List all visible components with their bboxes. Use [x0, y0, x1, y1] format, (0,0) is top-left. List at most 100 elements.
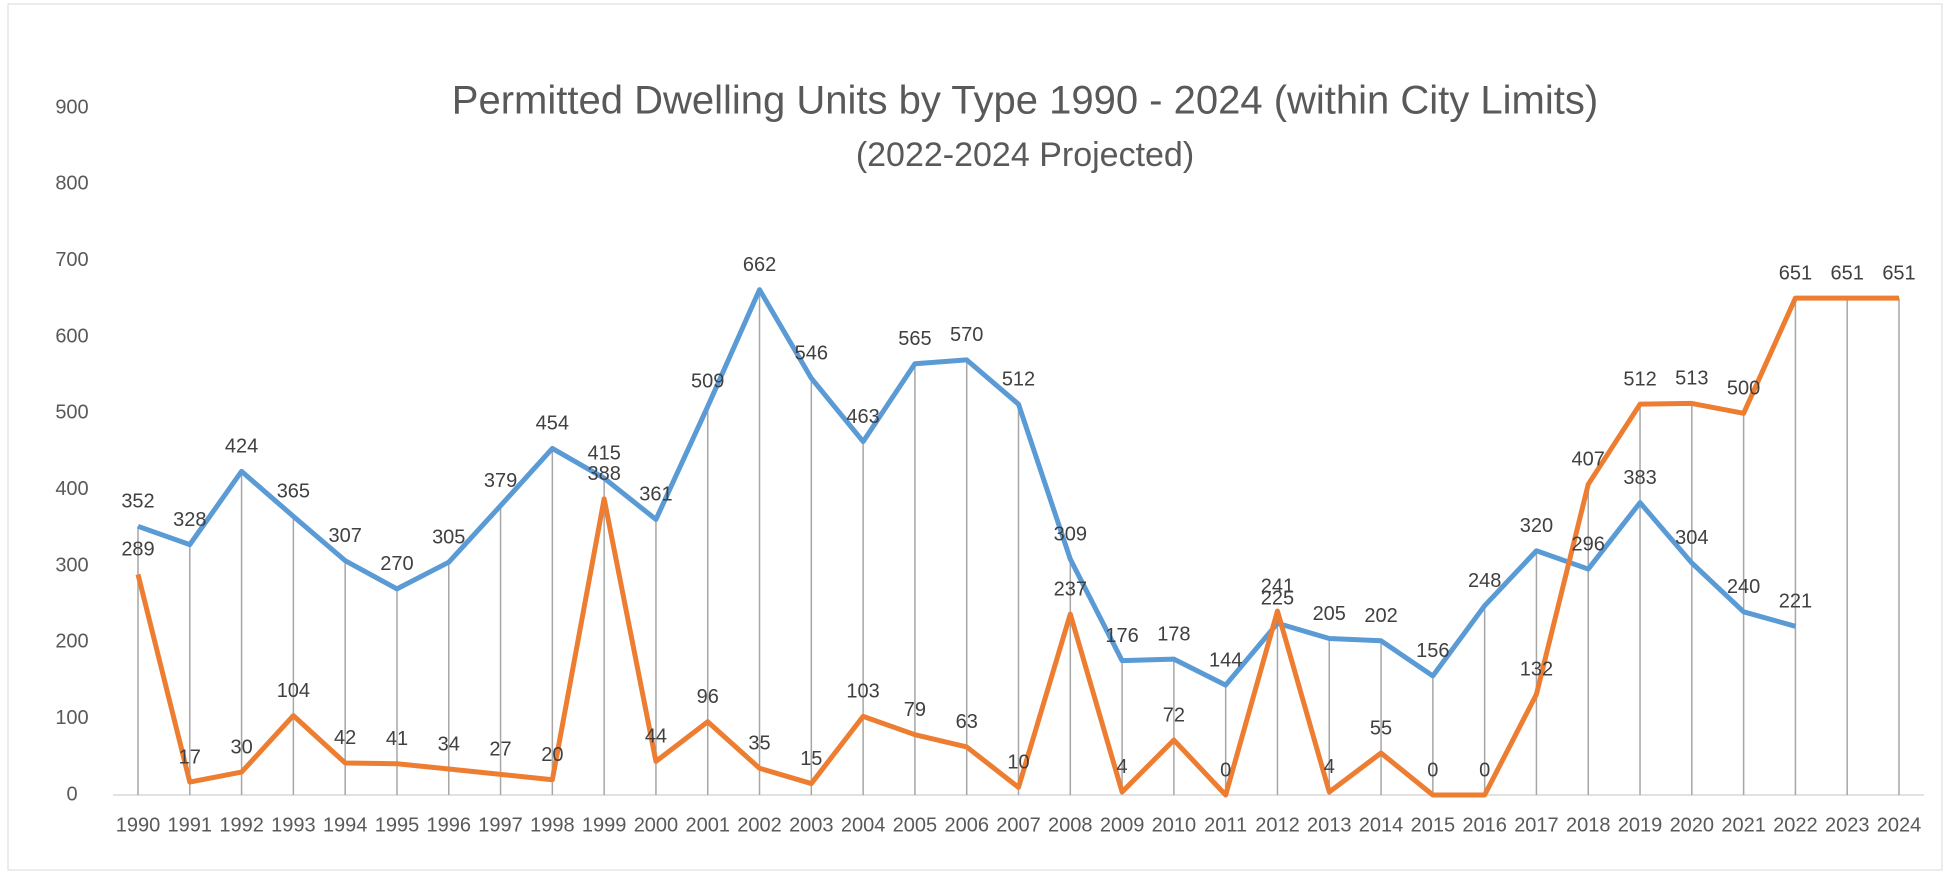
data-label: 365	[277, 481, 310, 503]
data-label: 305	[432, 526, 465, 548]
y-tick-label: 800	[55, 173, 88, 195]
data-label: 221	[1779, 591, 1812, 613]
data-label: 307	[328, 525, 361, 547]
data-label: 270	[380, 553, 413, 575]
data-label: 55	[1370, 717, 1392, 739]
x-tick-label: 1998	[530, 814, 575, 836]
data-label: 662	[743, 254, 776, 276]
x-tick-label: 2011	[1204, 814, 1247, 836]
data-label: 570	[950, 324, 983, 346]
data-label: 10	[1007, 752, 1029, 774]
x-tick-label: 1997	[478, 814, 523, 836]
data-label: 20	[541, 744, 563, 766]
data-label: 309	[1054, 523, 1087, 545]
data-label: 383	[1623, 467, 1656, 489]
data-label: 79	[904, 699, 926, 721]
x-tick-label: 2005	[893, 814, 938, 836]
data-label: 44	[645, 726, 667, 748]
x-tick-label: 2007	[996, 814, 1041, 836]
y-tick-label: 300	[55, 554, 88, 576]
data-label: 132	[1520, 659, 1553, 681]
series-line	[137, 287, 1797, 688]
data-label: 248	[1468, 570, 1501, 592]
x-tick-label: 2002	[737, 814, 782, 836]
x-tick-label: 2019	[1618, 814, 1663, 836]
data-label: 565	[898, 328, 931, 350]
x-tick-label: 1992	[219, 814, 264, 836]
x-tick-label: 1995	[375, 814, 420, 836]
x-tick-label: 1994	[323, 814, 368, 836]
x-tick-label: 2017	[1514, 814, 1559, 836]
y-tick-label: 900	[55, 96, 88, 118]
data-label: 17	[179, 746, 201, 768]
data-label: 96	[697, 686, 719, 708]
data-label: 500	[1727, 378, 1760, 400]
data-label: 0	[1427, 759, 1438, 781]
x-tick-label: 1993	[271, 814, 316, 836]
data-label: 103	[846, 681, 879, 703]
data-label: 0	[1220, 759, 1231, 781]
data-label: 388	[587, 463, 620, 485]
x-tick-label: 2023	[1825, 814, 1870, 836]
x-tick-label: 2003	[789, 814, 834, 836]
data-label: 454	[536, 413, 569, 435]
data-label: 0	[1479, 759, 1490, 781]
data-label: 546	[795, 343, 828, 365]
data-label: 225	[1261, 588, 1294, 610]
y-tick-label: 100	[55, 707, 88, 729]
x-tick-label: 2018	[1566, 814, 1611, 836]
y-tick-label: 0	[66, 783, 77, 805]
data-label: 352	[121, 491, 154, 513]
y-tick-label: 600	[55, 325, 88, 347]
data-label: 63	[956, 711, 978, 733]
data-label: 156	[1416, 640, 1449, 662]
x-tick-label: 2016	[1462, 814, 1507, 836]
x-tick-label: 2021	[1721, 814, 1766, 836]
data-label: 202	[1364, 605, 1397, 627]
x-tick-label: 2004	[841, 814, 886, 836]
data-label: 4	[1324, 756, 1335, 778]
x-tick-label: 1996	[427, 814, 472, 836]
data-label: 42	[334, 727, 356, 749]
data-label: 651	[1779, 262, 1812, 284]
data-label: 104	[277, 680, 310, 702]
data-label: 27	[489, 739, 511, 761]
x-tick-label: 2020	[1670, 814, 1715, 836]
data-label: 41	[386, 728, 408, 750]
x-tick-label: 1990	[116, 814, 161, 836]
x-tick-label: 1999	[582, 814, 627, 836]
x-tick-label: 2014	[1359, 814, 1404, 836]
x-tick-label: 2006	[944, 814, 989, 836]
data-label: 463	[846, 406, 879, 428]
data-label: 651	[1831, 262, 1864, 284]
data-label: 320	[1520, 515, 1553, 537]
data-label: 237	[1054, 578, 1087, 600]
data-label: 304	[1675, 527, 1708, 549]
data-label: 328	[173, 509, 206, 531]
chart-frame	[7, 3, 1943, 871]
x-tick-label: 2000	[634, 814, 679, 836]
data-label: 205	[1313, 603, 1346, 625]
data-label: 361	[639, 484, 672, 506]
data-label: 15	[800, 748, 822, 770]
data-label: 34	[438, 733, 460, 755]
data-label: 512	[1623, 368, 1656, 390]
data-label: 651	[1882, 262, 1915, 284]
data-label: 35	[748, 733, 770, 755]
chart-title: Permitted Dwelling Units by Type 1990 - …	[452, 79, 1598, 123]
data-label: 407	[1572, 449, 1605, 471]
data-label: 296	[1572, 533, 1605, 555]
data-label: 289	[121, 539, 154, 561]
y-tick-label: 400	[55, 478, 88, 500]
x-tick-label: 2012	[1255, 814, 1300, 836]
x-tick-label: 2010	[1152, 814, 1197, 836]
chart-subtitle: (2022-2024 Projected)	[856, 136, 1194, 174]
y-tick-label: 200	[55, 631, 88, 653]
data-label: 379	[484, 470, 517, 492]
data-label: 240	[1727, 576, 1760, 598]
data-label: 241	[1261, 575, 1294, 597]
x-tick-label: 2022	[1773, 814, 1818, 836]
series-line	[135, 295, 1899, 798]
x-tick-label: 2008	[1048, 814, 1093, 836]
